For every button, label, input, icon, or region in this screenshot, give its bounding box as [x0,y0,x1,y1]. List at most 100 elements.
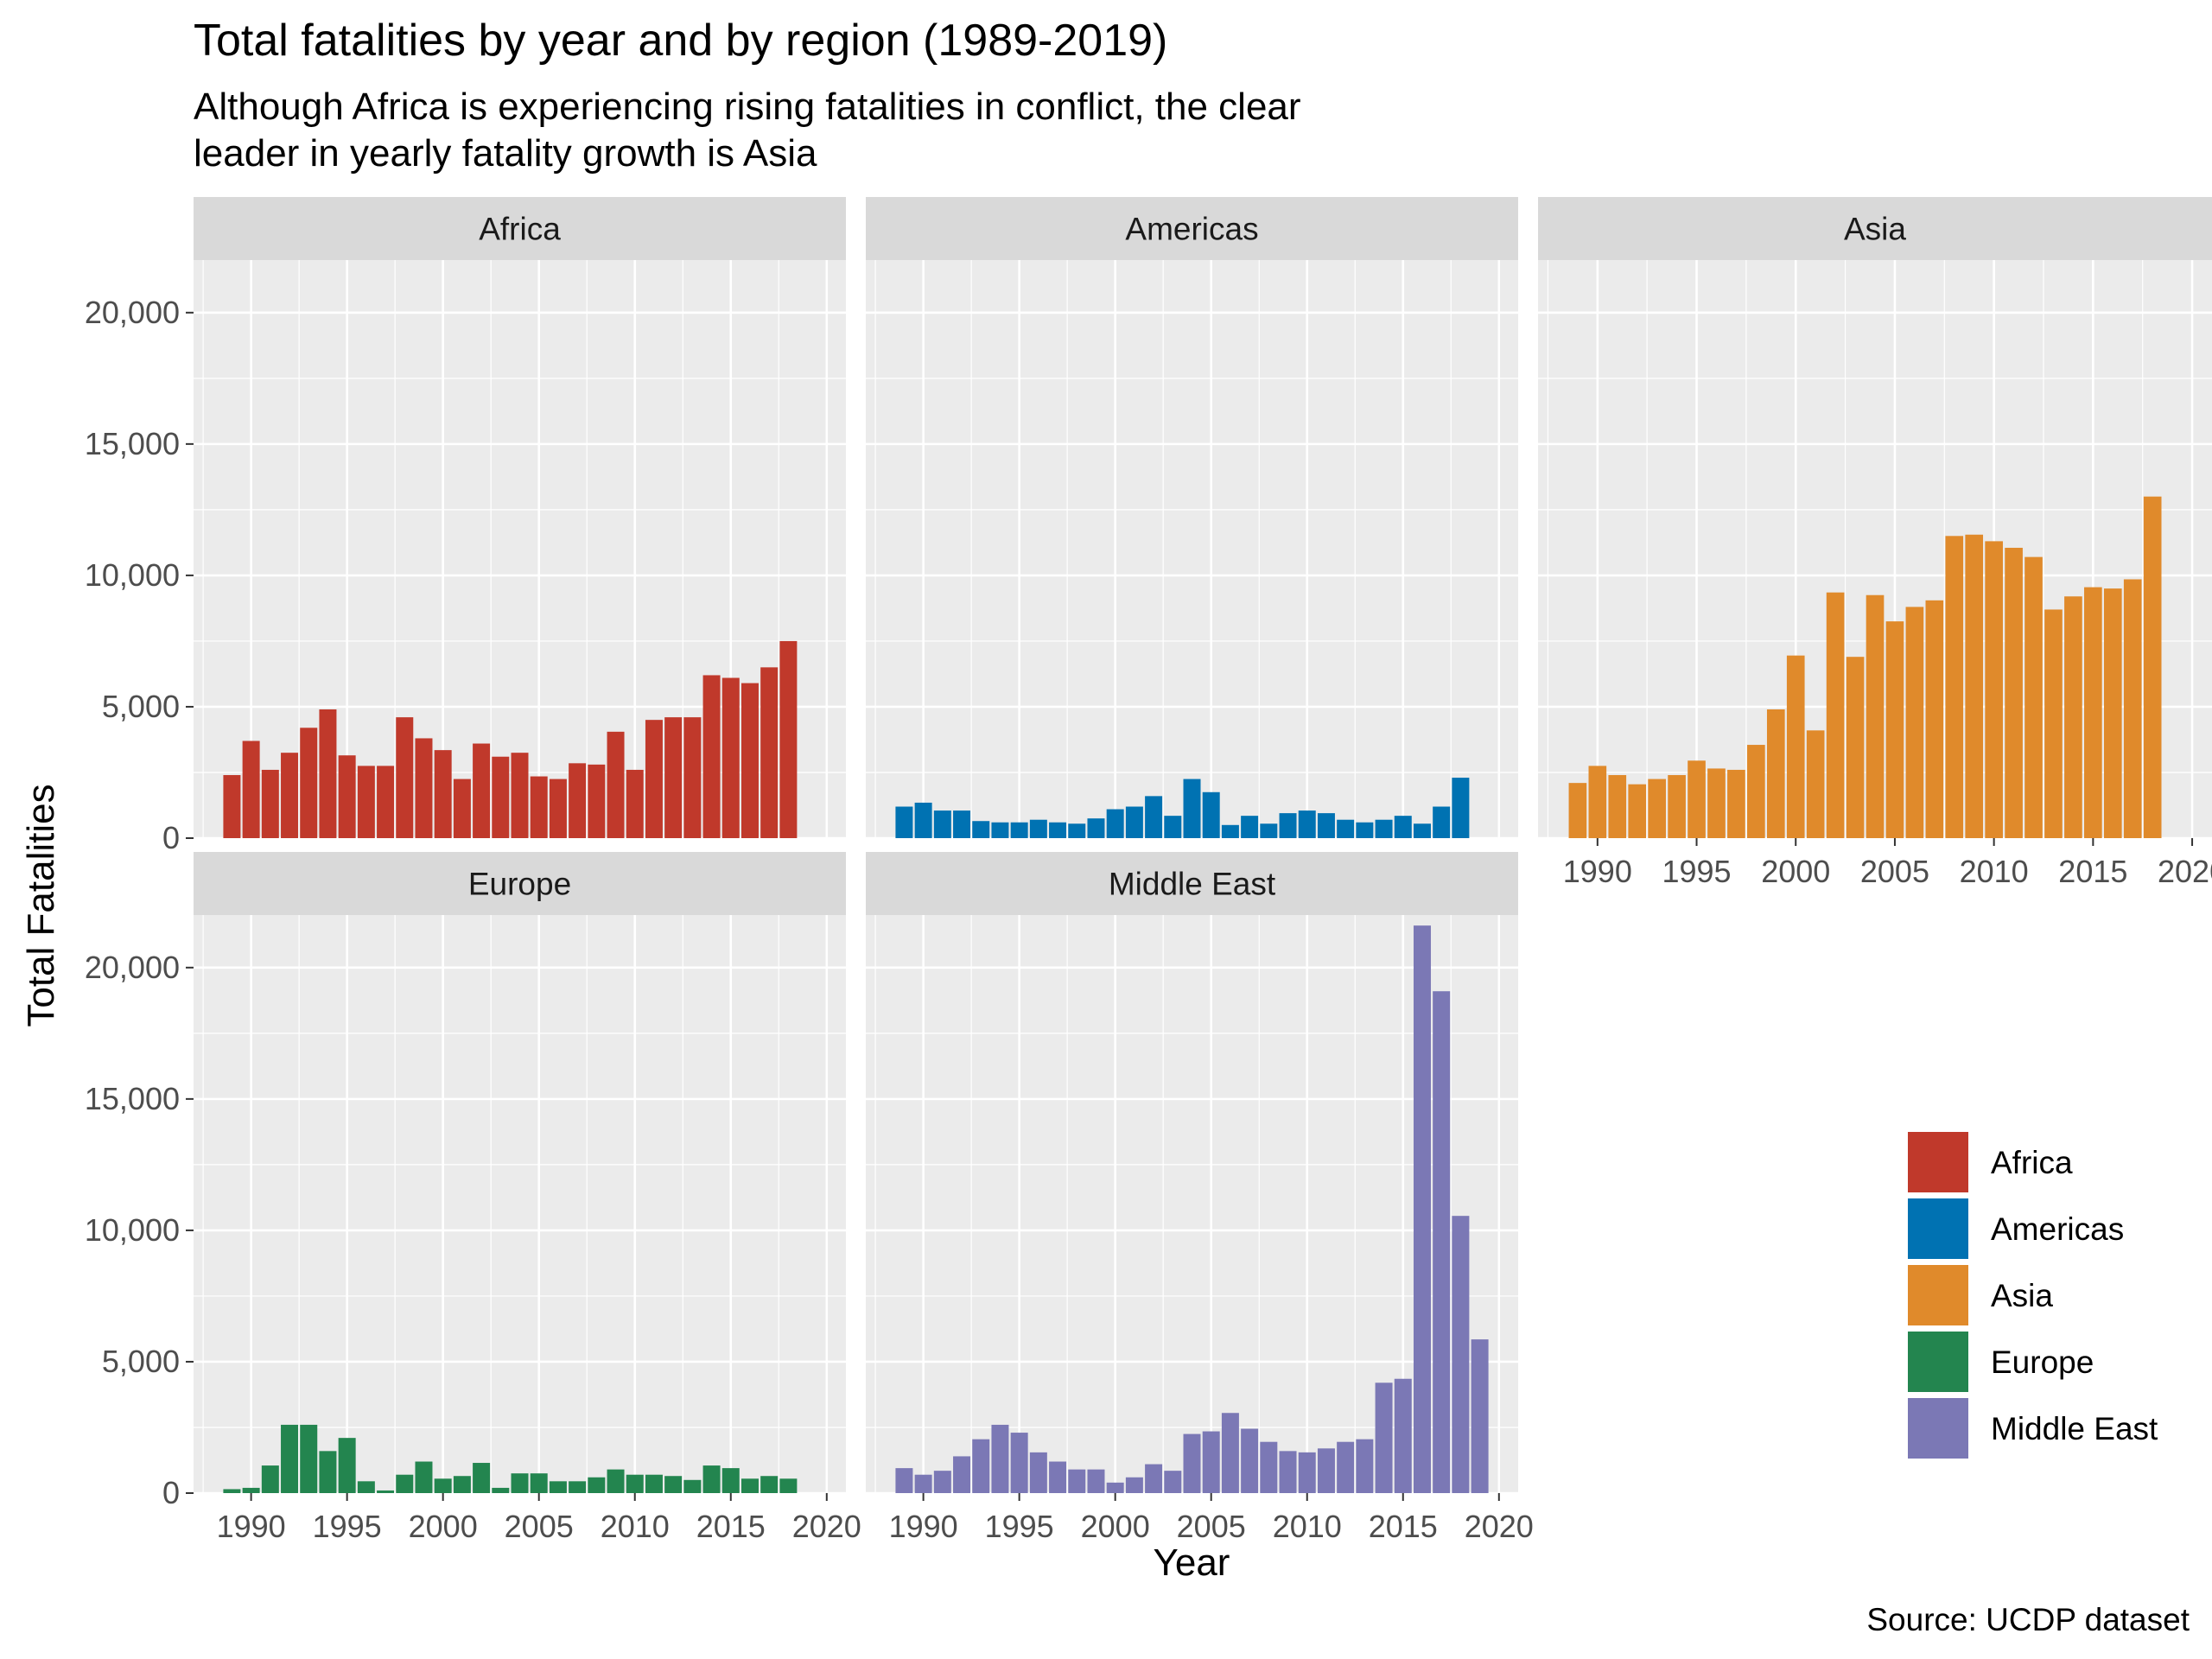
strip-label-americas: Americas [1125,212,1258,247]
bar-africa-2004 [511,753,529,838]
bar-middle-east-2016 [1413,925,1431,1493]
bar-europe-2014 [702,1465,721,1493]
bar-middle-east-2012 [1337,1441,1355,1493]
bar-africa-2009 [607,731,625,838]
x-tick-label: 2015 [1369,1509,1438,1544]
bar-asia-1999 [1766,709,1785,838]
bar-americas-2010 [1298,810,1316,838]
strip-americas [866,197,1518,260]
bar-middle-east-2001 [1125,1477,1143,1493]
bar-asia-1995 [1688,760,1706,838]
bar-middle-east-1995 [1010,1433,1028,1493]
legend-key-americas [1908,1198,1968,1259]
bar-americas-2011 [1317,813,1335,838]
bar-asia-2018 [2143,496,2162,838]
bar-asia-2011 [2005,547,2023,838]
bar-africa-2002 [473,743,491,838]
strip-label-europe: Europe [468,867,571,902]
bar-europe-2003 [492,1487,510,1493]
bar-americas-1991 [933,810,951,838]
bar-europe-2004 [511,1473,529,1493]
bar-americas-2018 [1452,778,1470,838]
bar-europe-1998 [396,1474,414,1493]
bar-africa-2012 [664,717,683,838]
y-tick-label: 0 [162,820,180,855]
x-axis-title: Year [1154,1541,1230,1584]
x-tick-label: 1995 [1662,854,1731,889]
bar-asia-1989 [1568,783,1587,838]
chart-subtitle-line-1: Although Africa is experiencing rising f… [194,86,1301,128]
y-tick-label: 20,000 [85,295,180,330]
bar-africa-1999 [415,738,433,838]
bar-americas-2013 [1356,822,1374,838]
bar-middle-east-1996 [1029,1452,1047,1493]
bar-americas-2009 [1279,813,1297,838]
bar-africa-1991 [261,769,279,838]
bar-middle-east-2010 [1298,1452,1316,1493]
bar-americas-1999 [1087,818,1105,838]
bar-europe-2009 [607,1469,625,1493]
x-tick-label: 2015 [696,1509,766,1544]
bar-asia-1994 [1668,775,1686,838]
x-tick-label: 2000 [1081,1509,1150,1544]
bar-americas-2001 [1125,806,1143,838]
strip-africa [194,197,846,260]
bar-africa-1997 [377,766,395,839]
bar-asia-2012 [2024,556,2043,838]
bar-europe-2000 [434,1478,452,1493]
bar-americas-2003 [1164,816,1182,838]
legend-key-europe [1908,1332,1968,1392]
bar-africa-2011 [645,720,663,838]
bar-middle-east-2003 [1164,1471,1182,1493]
bar-europe-2006 [549,1481,567,1493]
bar-europe-1989 [223,1489,241,1493]
bar-europe-2002 [473,1463,491,1493]
bar-europe-1992 [281,1424,299,1493]
strip-label-middle-east: Middle East [1109,867,1276,902]
strip-asia [1538,197,2212,260]
panel-europe: Europe 0 5,000 10,000 15,000 20,000 1990 1995 20… [85,852,861,1544]
bar-europe-1993 [300,1424,318,1493]
bar-africa-2016 [741,683,759,838]
bar-middle-east-2013 [1356,1439,1374,1493]
bar-americas-2016 [1413,823,1431,838]
bar-asia-2000 [1786,655,1805,838]
bar-europe-2012 [664,1476,683,1493]
bar-europe-1997 [377,1490,395,1493]
bar-europe-1996 [357,1481,375,1493]
y-tick-label: 0 [162,1475,180,1510]
y-tick-label: 10,000 [85,1212,180,1248]
y-tick-label: 15,000 [85,1081,180,1116]
bar-africa-2001 [453,779,471,838]
bar-middle-east-1989 [895,1468,913,1493]
bar-middle-east-1997 [1049,1461,1067,1493]
bar-africa-2005 [530,776,548,838]
bar-middle-east-1994 [991,1424,1009,1493]
bar-asia-2008 [1945,536,1964,838]
panel-middle-east: Middle East 1990 1995 2000 2005 2010 2015 2020 [866,852,1534,1544]
bar-americas-2004 [1183,779,1201,838]
legend-label-europe: Europe [1991,1344,2094,1380]
bar-middle-east-2000 [1106,1482,1124,1493]
y-tick-label: 20,000 [85,950,180,985]
bar-africa-2008 [588,764,606,838]
x-tick-label: 2000 [1761,854,1830,889]
bar-africa-1993 [300,728,318,838]
bar-americas-2008 [1260,823,1278,838]
bar-middle-east-2014 [1375,1382,1393,1493]
panel-americas: Americas [866,197,1518,840]
bar-africa-1989 [223,775,241,838]
bar-americas-2006 [1221,824,1239,838]
legend-label-middle-east: Middle East [1991,1411,2158,1446]
y-tick-label: 5,000 [102,689,180,724]
bar-asia-2016 [2103,588,2122,838]
x-tick-label: 2020 [2158,854,2212,889]
bar-europe-1991 [261,1465,279,1493]
strip-label-africa: Africa [479,212,561,247]
x-tick-label: 1990 [217,1509,286,1544]
x-tick-label: 2015 [2058,854,2127,889]
bar-middle-east-2004 [1183,1433,1201,1493]
x-tick-label: 2020 [1465,1509,1534,1544]
bar-africa-1994 [319,709,337,838]
x-tick-label: 1995 [313,1509,382,1544]
